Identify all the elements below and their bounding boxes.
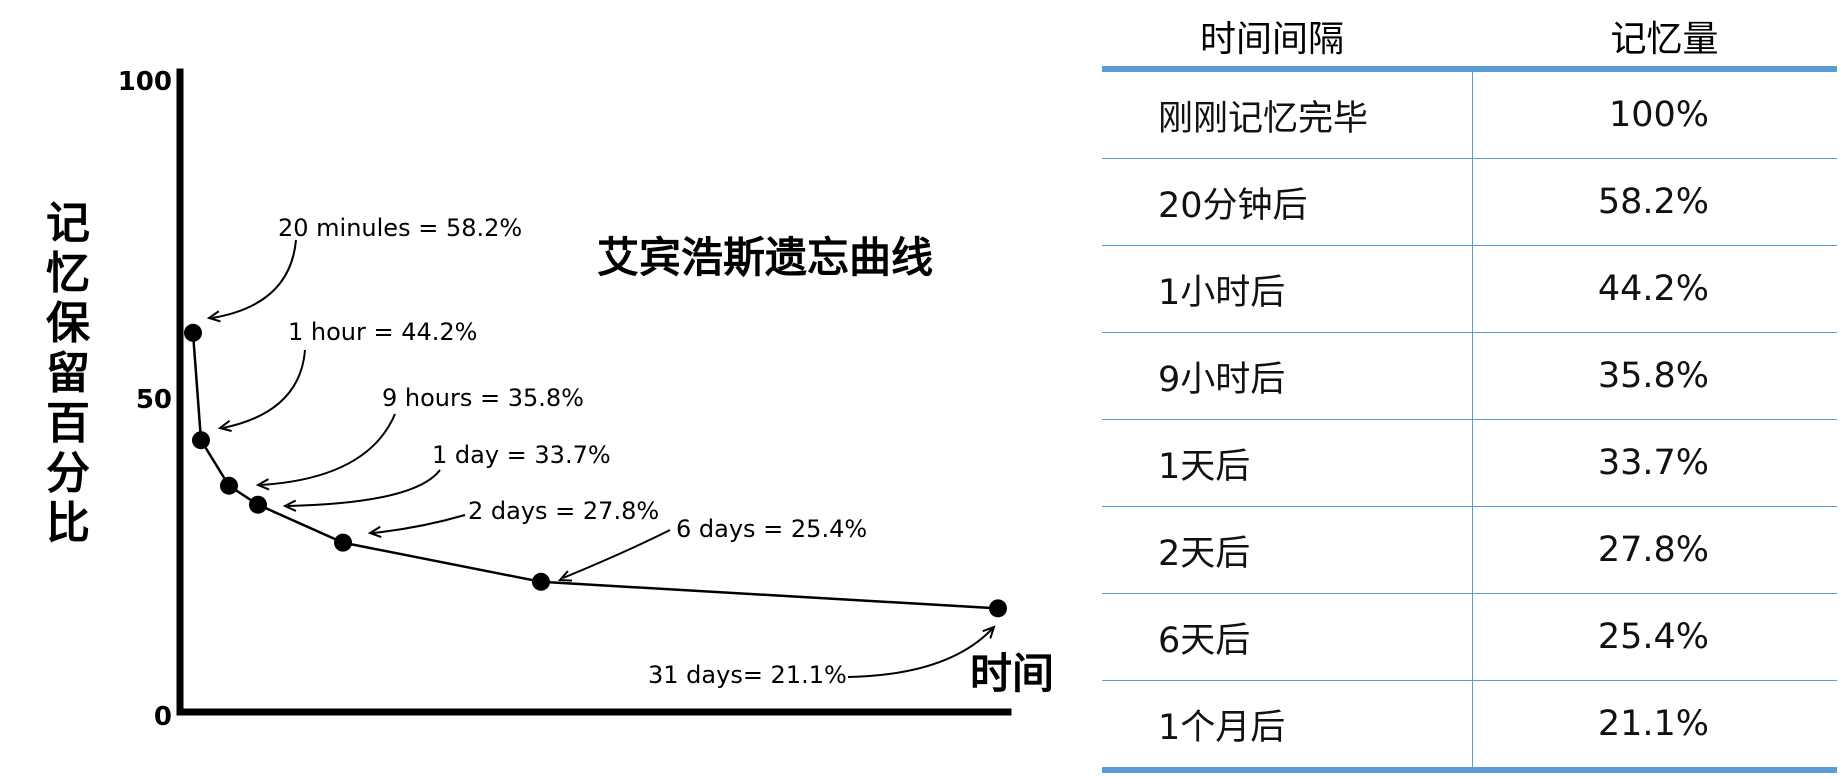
table-row: 2天后 27.8% [1102,506,1837,594]
y-axis-label: 记忆保留百分比 [46,198,91,549]
series-line [191,332,999,610]
x-axis-label: 时间 [970,649,1054,698]
annotation-label: 1 hour = 44.2% [288,318,477,346]
cell-interval: 9小时后 [1102,332,1473,420]
y-tick-label: 100 [118,67,172,97]
cell-interval: 1天后 [1102,419,1473,507]
annotation-arrow [287,469,441,507]
cell-amount: 33.7% [1472,419,1837,507]
y-tick-label: 50 [136,385,172,415]
forgetting-curve-chart: 100 50 0 记忆保留百分比 艾宾浩斯遗忘曲线 时间 20 minules … [46,67,1054,732]
table-row: 20分钟后 58.2% [1102,158,1837,246]
annotation-arrow [260,413,396,486]
annotations: 20 minules = 58.2% 1 hour = 44.2% 9 hours … [206,214,996,689]
annotation-arrow [211,239,297,319]
table-header-row: 时间间隔 记忆量 [1102,0,1837,72]
cell-amount: 44.2% [1472,245,1837,333]
data-point [334,533,352,552]
cell-interval: 2天后 [1102,506,1473,594]
table-row: 6天后 25.4% [1102,593,1837,681]
cell-interval: 1个月后 [1102,680,1473,773]
annotation-arrow [372,514,466,534]
cell-amount: 27.8% [1472,506,1837,594]
data-point [249,495,267,514]
annotation-label: 2 days = 27.8% [468,497,659,525]
data-point [192,431,210,450]
annotation-arrow [847,628,993,678]
data-point [184,323,202,342]
header-interval: 时间间隔 [1102,0,1472,72]
cell-amount: 21.1% [1472,680,1837,773]
annotation-arrow [222,349,306,429]
annotation-arrowhead [206,310,221,323]
retention-table: 时间间隔 记忆量 刚刚记忆完毕 100% 20分钟后 58.2% 1小时后 44… [1102,0,1837,773]
table-row: 刚刚记忆完毕 100% [1102,69,1837,159]
annotation-arrowhead [982,625,996,639]
annotation-label: 6 days = 25.4% [676,515,867,543]
annotation-arrowhead [217,419,232,432]
annotation-arrow [562,529,671,579]
data-point [989,599,1007,618]
data-point [220,476,238,495]
annotation-arrowhead [282,499,297,512]
annotation-label: 20 minules = 58.2% [278,214,522,242]
table-row: 1天后 33.7% [1102,419,1837,507]
table-row: 1小时后 44.2% [1102,245,1837,333]
annotation-arrowhead [557,570,573,582]
annotation-label: 31 days= 21.1% [648,661,847,689]
chart-title: 艾宾浩斯遗忘曲线 [597,233,933,282]
cell-interval: 20分钟后 [1102,158,1473,246]
data-points [184,323,1007,618]
cell-interval: 刚刚记忆完毕 [1102,69,1473,159]
cell-amount: 35.8% [1472,332,1837,420]
header-amount: 记忆量 [1472,0,1837,72]
annotation-label: 9 hours = 35.8% [382,384,584,412]
table-row: 9小时后 35.8% [1102,332,1837,420]
annotation-arrowhead [367,525,382,539]
annotation-label: 1 day = 33.7% [432,441,611,469]
data-point [532,572,550,591]
cell-interval: 1小时后 [1102,245,1473,333]
retention-table-grid: 时间间隔 记忆量 刚刚记忆完毕 100% 20分钟后 58.2% 1小时后 44… [1102,0,1837,773]
cell-amount: 58.2% [1472,158,1837,246]
table-row: 1个月后 21.1% [1102,680,1837,773]
cell-interval: 6天后 [1102,593,1473,681]
annotation-arrowhead [255,478,270,491]
cell-amount: 100% [1472,69,1837,159]
y-tick-label: 0 [154,702,172,732]
cell-amount: 25.4% [1472,593,1837,681]
